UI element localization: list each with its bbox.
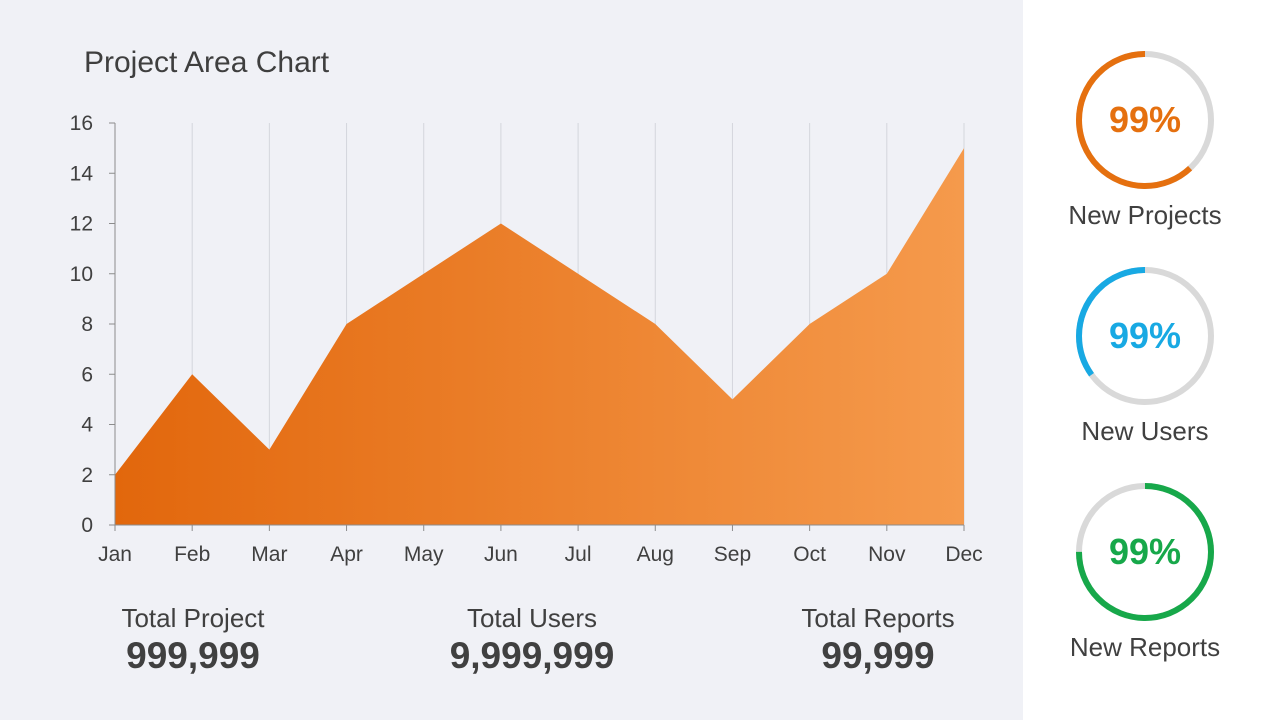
stat-value: 99,999 [821, 635, 935, 676]
y-tick-label: 12 [70, 213, 93, 236]
stat-label: Total Project [121, 603, 265, 633]
stat-value: 999,999 [126, 635, 260, 676]
gauge-percent: 99% [1109, 99, 1181, 140]
y-tick-label: 8 [81, 313, 93, 336]
gauge-new-projects: 99% New Projects [1043, 48, 1247, 231]
stat-total-users: Total Users 9,999,999 [402, 602, 662, 678]
stat-value: 9,999,999 [449, 635, 615, 676]
area-chart: 0 2 4 6 8 10 12 14 16 Jan Feb Mar Apr May Jun Jul Aug Se… [70, 112, 983, 566]
stat-total-project: Total Project 999,999 [63, 602, 323, 678]
y-tick-label: 6 [81, 363, 93, 386]
gauge-label: New Projects [1068, 200, 1222, 230]
y-axis-labels: 0 2 4 6 8 10 12 14 16 [70, 112, 94, 537]
progress-ring: 99% [1076, 51, 1214, 189]
stat-label: Total Reports [801, 603, 955, 633]
stat-total-reports: Total Reports 99,999 [748, 602, 1008, 678]
y-tick-label: 14 [70, 162, 94, 185]
gauge-new-users: 99% New Users [1043, 264, 1247, 447]
stat-label: Total Users [466, 603, 598, 633]
x-axis-labels: Jan Feb Mar Apr May Jun Jul Aug Sep Oct Nov Dec [98, 543, 983, 566]
x-tick-label: Jul [565, 543, 592, 566]
gauge-percent: 99% [1109, 315, 1181, 356]
x-tick-label: Dec [945, 543, 982, 566]
y-tick-label: 10 [70, 263, 93, 286]
gauge-percent: 99% [1109, 531, 1181, 572]
y-tick-label: 2 [81, 464, 93, 487]
y-tick-label: 0 [81, 514, 93, 537]
chart-title: Project Area Chart [84, 46, 330, 79]
gauge-label: New Users [1081, 416, 1209, 446]
axes [109, 122, 965, 531]
y-tick-label: 4 [81, 414, 93, 437]
x-tick-label: Sep [714, 543, 751, 566]
gauge-new-reports: 99% New Reports [1043, 480, 1247, 663]
area-series [115, 148, 964, 525]
progress-ring: 99% [1076, 483, 1214, 621]
y-tick-label: 16 [70, 112, 93, 135]
x-tick-label: Mar [251, 543, 287, 566]
x-tick-label: Jun [484, 543, 518, 566]
progress-ring: 99% [1076, 267, 1214, 405]
x-tick-label: Apr [330, 543, 363, 566]
kpi-panel [1023, 0, 1279, 720]
x-tick-label: Jan [98, 543, 132, 566]
x-tick-label: Aug [637, 543, 674, 566]
gauge-label: New Reports [1069, 632, 1221, 662]
x-tick-label: Nov [868, 543, 906, 566]
x-tick-label: May [404, 543, 444, 566]
x-tick-label: Oct [793, 543, 826, 566]
x-tick-label: Feb [174, 543, 210, 566]
